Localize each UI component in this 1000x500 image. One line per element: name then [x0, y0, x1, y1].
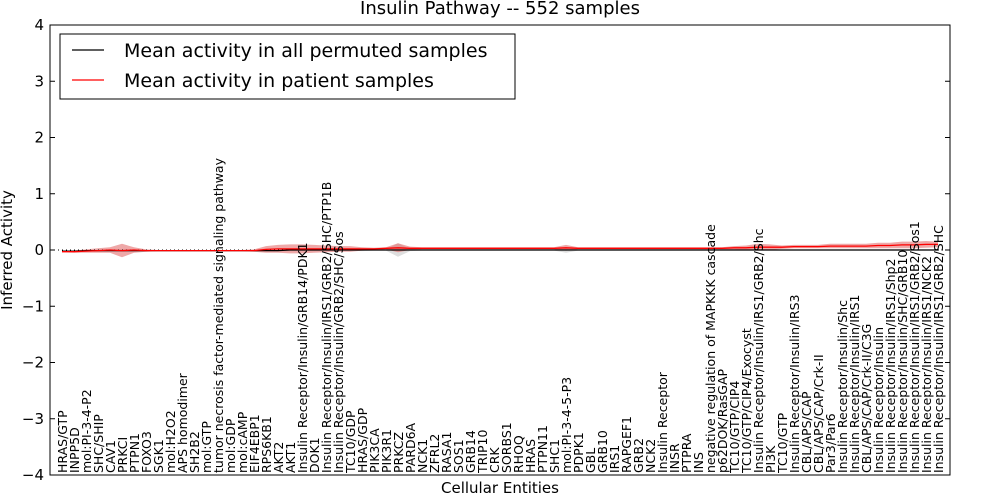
category-label: mol:GDP — [223, 418, 238, 473]
category-label: HRAS — [523, 439, 538, 473]
category-label: Insulin Receptor/Insulin/IRS1/GRB2/SHC — [931, 225, 946, 473]
y-tick-label: 2 — [34, 129, 44, 147]
category-label: Insulin Receptor/Insulin/IRS1/GRB2/SHC/P… — [319, 182, 334, 473]
category-label: Insulin Receptor/Insulin/IRS1 — [847, 295, 862, 473]
category-label: PTPN11 — [535, 425, 550, 473]
category-label: SGK1 — [151, 439, 166, 473]
category-label: Insulin Receptor/Insulin/IRS1/GRB2/Shc — [751, 228, 766, 473]
category-label: TC10/GTP/CIP4 — [727, 381, 742, 474]
category-label: CBL/APS/CAP — [799, 391, 814, 473]
category-label: PTPRA — [679, 433, 694, 473]
y-tick-label: 1 — [34, 185, 44, 203]
category-label: RPS6KB1 — [259, 416, 274, 473]
category-label: RASA1 — [439, 432, 454, 473]
category-label: Insulin Receptor/Insulin/GRB14/PDK1 — [295, 242, 310, 473]
y-tick-label: 4 — [34, 16, 44, 34]
category-label: CBL/APS/CAP/Crk-II/C3G — [859, 324, 874, 473]
category-label: SORBS1 — [499, 422, 514, 473]
category-label: PARD6A — [403, 422, 418, 473]
category-labels: HRAS/GTPINPP5Dmol:PI-3-4-P2SHC/SHIPCAV1P… — [55, 157, 946, 474]
axes-frame — [49, 24, 951, 476]
category-label: HRAS/GDP — [355, 407, 370, 473]
category-label: Insulin Receptor/Insulin/IRS1/Shp2 — [883, 259, 898, 473]
y-axis-label: Inferred Activity — [0, 190, 16, 310]
category-label: Insulin Receptor/Insulin/IRS1/GRB2/Sos1 — [907, 221, 922, 473]
band-patient — [62, 241, 938, 258]
category-label: CRK — [487, 447, 502, 473]
category-label: TC10/GTP/CIP4/Exocyst — [739, 328, 754, 474]
legend-box — [59, 33, 516, 100]
category-label: PDPK1 — [571, 432, 586, 473]
category-label: HRAS/GTP — [55, 410, 70, 473]
series-lines — [62, 243, 938, 253]
category-label: CBL/APS/CAP/Crk-II — [811, 354, 826, 473]
category-label: SHC/SHIP — [91, 414, 106, 473]
category-label: GRB2 — [631, 438, 646, 473]
category-label: TC10/GDP — [343, 410, 358, 474]
category-label: negative regulation of MAPKKK cascade — [703, 224, 718, 473]
category-label: NCK1 — [415, 439, 430, 473]
legend-label: Mean activity in patient samples — [124, 70, 434, 92]
confidence-bands — [62, 241, 938, 258]
y-tick-label: −3 — [22, 410, 44, 428]
category-label: RHOQ — [511, 435, 526, 473]
category-label: mol:GTP — [199, 421, 214, 473]
category-label: ZFRL2 — [427, 434, 442, 473]
category-label: RAPGEF1 — [619, 416, 634, 473]
category-label: SHC1 — [547, 439, 562, 473]
chart-title: Insulin Pathway -- 552 samples — [360, 0, 640, 19]
category-label: AKT2 — [271, 442, 286, 473]
category-label: AKT1 — [283, 442, 298, 473]
category-label: PIK3R1 — [379, 429, 394, 473]
x-axis-label: Cellular Entities — [441, 479, 559, 497]
category-label: TC10/GTP — [775, 412, 790, 474]
y-tick-label: −2 — [22, 354, 44, 372]
category-label: TRIP10 — [475, 430, 490, 474]
category-label: IRS1 — [607, 445, 622, 473]
category-label: GBL — [583, 448, 598, 473]
category-label: mol:H2O2 — [163, 410, 178, 473]
category-label: DOK1 — [307, 437, 322, 473]
category-label: PRKCZ — [391, 432, 406, 473]
category-label: SOS1 — [451, 439, 466, 473]
category-label: p62DOK/RasGAP — [715, 368, 730, 473]
category-label: Insulin Receptor/Insulin/IRS3 — [787, 295, 802, 473]
category-label: PRKCI — [115, 437, 130, 473]
category-label: Insulin Receptor/Insulin/IRS1/NCK2 — [919, 256, 934, 473]
category-label: GRB10 — [595, 430, 610, 473]
category-label: Par3/Par6 — [823, 413, 838, 473]
category-label: EIF4EBP1 — [247, 414, 262, 473]
category-label: PTPN1 — [127, 433, 142, 473]
category-label: mol:cAMP — [235, 411, 250, 473]
category-label: tumor necrosis factor-mediated signaling… — [211, 157, 226, 473]
legend: Mean activity in all permuted samples Mea… — [59, 33, 516, 100]
category-label: mol:PI-3-4-P2 — [79, 389, 94, 473]
plot-frame — [49, 24, 951, 476]
legend-label: Mean activity in all permuted samples — [124, 40, 487, 62]
category-label: FOXO3 — [139, 431, 154, 473]
category-label: SH2B2 — [187, 431, 202, 473]
category-label: Insulin Receptor — [655, 371, 670, 473]
category-label: INS — [691, 452, 706, 473]
category-label: INSR — [667, 443, 682, 473]
category-label: NCK2 — [643, 439, 658, 473]
category-label: GRB14 — [463, 430, 478, 473]
category-label: PI3K — [763, 445, 778, 473]
category-label: CAV1 — [103, 440, 118, 473]
category-label: PIK3CA — [367, 428, 382, 473]
category-label: INPP5D — [67, 427, 82, 473]
y-tick-label: 0 — [34, 241, 44, 259]
category-label: mol:PI-3-4-5-P3 — [559, 377, 574, 473]
category-label: Insulin Receptor/Insulin/SHC/GRB10 — [895, 250, 910, 473]
category-label: Insulin Receptor/Insulin/GRB2/SHC/Sos — [331, 231, 346, 473]
category-label: Insulin Receptor/Insulin/Shc — [835, 300, 850, 473]
category-label: APS homodimer — [175, 372, 190, 473]
y-tick-label: −4 — [22, 466, 44, 484]
category-label: Insulin Receptor/Insulin — [871, 327, 886, 473]
y-tick-label: 3 — [34, 72, 44, 90]
y-tick-label: −1 — [22, 297, 44, 315]
series-line-patient — [62, 243, 938, 253]
